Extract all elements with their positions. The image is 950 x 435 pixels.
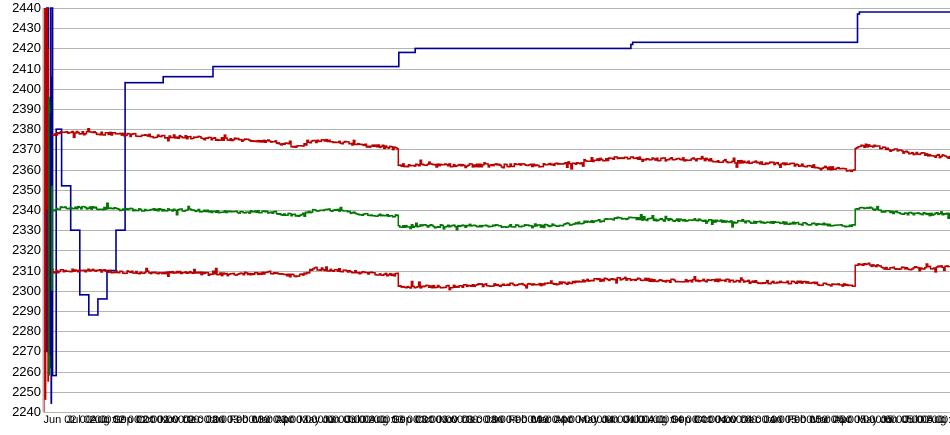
y-axis-tick-label: 2340 — [12, 202, 41, 217]
startup-transient — [42, 8, 53, 412]
series-red-lower — [51, 262, 950, 291]
x-axis-tick-label: Mar 04 00:00 — [531, 414, 597, 426]
x-axis-tick-label: May 04 00:00 — [578, 414, 645, 426]
x-axis-tick-label: Jul 02 00:00 — [66, 414, 127, 426]
x-axis-tick-label: May 05 00:00 — [857, 414, 924, 426]
y-axis-tick-label: 2390 — [12, 101, 41, 116]
x-axis-tick-label: Nov 03 00:00 — [438, 414, 505, 426]
y-axis-tick-label: 2270 — [12, 343, 41, 359]
y-axis-tick-label: 2400 — [12, 80, 41, 96]
x-axis-tick-label: Nov 02 00:00 — [159, 414, 226, 426]
x-axis-tick-label: Oct 02 00:00 — [136, 414, 200, 426]
y-axis-tick-label: 2330 — [12, 222, 41, 238]
x-axis-tick-label: Jul 04 00:00 — [624, 414, 685, 426]
y-axis-tick-label: 2300 — [12, 282, 41, 298]
x-axis-tick-label: Feb 03 00:00 — [229, 414, 295, 426]
x-axis-tick-label: Sep 03 00:00 — [392, 414, 458, 426]
x-axis-tick-label: Apr 04 00:00 — [554, 414, 618, 426]
y-axis-tick-label: 2260 — [12, 363, 41, 379]
y-axis-ticks: 2440 2430 2420 2410 2400 2390 2380 2370 2360 2350… — [0, 0, 41, 435]
x-axis-tick-label: Apr 05 00:00 — [833, 414, 897, 426]
x-axis-tick-label: Mar 05 00:00 — [810, 414, 876, 426]
x-axis-tick-label: Oct 03 00:00 — [415, 414, 479, 426]
y-axis-tick-label: 2420 — [12, 40, 41, 56]
x-axis-tick-label: Dec 03 00:00 — [461, 414, 528, 426]
x-axis-tick-label: Jun 04 00:00 — [601, 414, 665, 426]
x-axis-tick-label: Jul 05 00:00 — [903, 414, 950, 426]
x-axis-tick-label: Apr 03 00:00 — [275, 414, 339, 426]
y-axis-tick-label: 2310 — [12, 262, 41, 278]
x-axis-tick-label: Jun 02 00:00 — [43, 414, 108, 426]
series-red-upper — [51, 127, 950, 173]
x-axis-tick-label: Dec 04 00:00 — [740, 414, 807, 426]
x-axis-tick-label: Aug 02 00:00 — [89, 414, 156, 426]
x-axis-tick-label: Feb 04 00:00 — [508, 414, 574, 426]
x-axis-tick-label: Jun 05 00:00 — [880, 414, 944, 426]
x-axis-tick-label: Jun 03 00:00 — [322, 414, 387, 426]
y-axis-tick-label: 2440 — [12, 0, 41, 15]
x-axis-tick-label: Oct 04 00:00 — [694, 414, 758, 426]
x-axis-tick-label: May 03 00:00 — [299, 414, 366, 426]
y-axis-tick-label: 2350 — [12, 181, 41, 197]
y-axis-tick-label: 2240 — [12, 404, 41, 419]
y-axis-tick-label: 2250 — [12, 383, 41, 399]
series-navy-staircase — [43, 7, 950, 377]
x-axis-tick-label: Sep 04 00:00 — [671, 414, 737, 426]
x-axis-tick-label: Jan 03 00:00 — [206, 414, 270, 426]
series-green — [51, 202, 950, 231]
x-axis-tick-label: Feb 05 00:00 — [787, 414, 853, 426]
y-axis-tick-label: 2430 — [12, 20, 41, 36]
x-axis-tick-label: Nov 04 00:00 — [717, 414, 783, 426]
x-axis-tick-label: Aug 04 00:00 — [647, 414, 714, 426]
x-axis-tick-label: Dec 02 00:00 — [182, 414, 249, 426]
y-axis-tick-label: 2290 — [12, 303, 41, 318]
x-axis-tick-label: Jan 04 00:00 — [485, 414, 549, 426]
x-axis-tick-label: Mar 03 00:00 — [252, 414, 318, 426]
y-axis-tick-label: 2410 — [12, 60, 41, 76]
y-axis-tick-label: 2280 — [12, 323, 41, 339]
x-axis-tick-label: Jul 03 00:00 — [345, 414, 406, 426]
y-axis-tick-label: 2360 — [12, 161, 41, 177]
y-axis-tick-label: 2370 — [12, 141, 41, 157]
y-axis-tick-label: 2320 — [12, 242, 41, 258]
x-axis-tick-label: Sep 02 00:00 — [113, 414, 179, 426]
y-axis-tick-label: 2380 — [12, 121, 41, 137]
x-axis-tick-label: Jan 05 00:00 — [764, 414, 828, 426]
data-series-layer — [43, 7, 950, 377]
x-axis-ticks: Jun 02 00:00 Jul 02 00:00 Aug 02 00:00 Sep … — [0, 412, 950, 435]
x-axis-tick-label: Aug 05 00:00 — [926, 414, 950, 426]
x-axis-tick-label: Aug 03 00:00 — [368, 414, 435, 426]
